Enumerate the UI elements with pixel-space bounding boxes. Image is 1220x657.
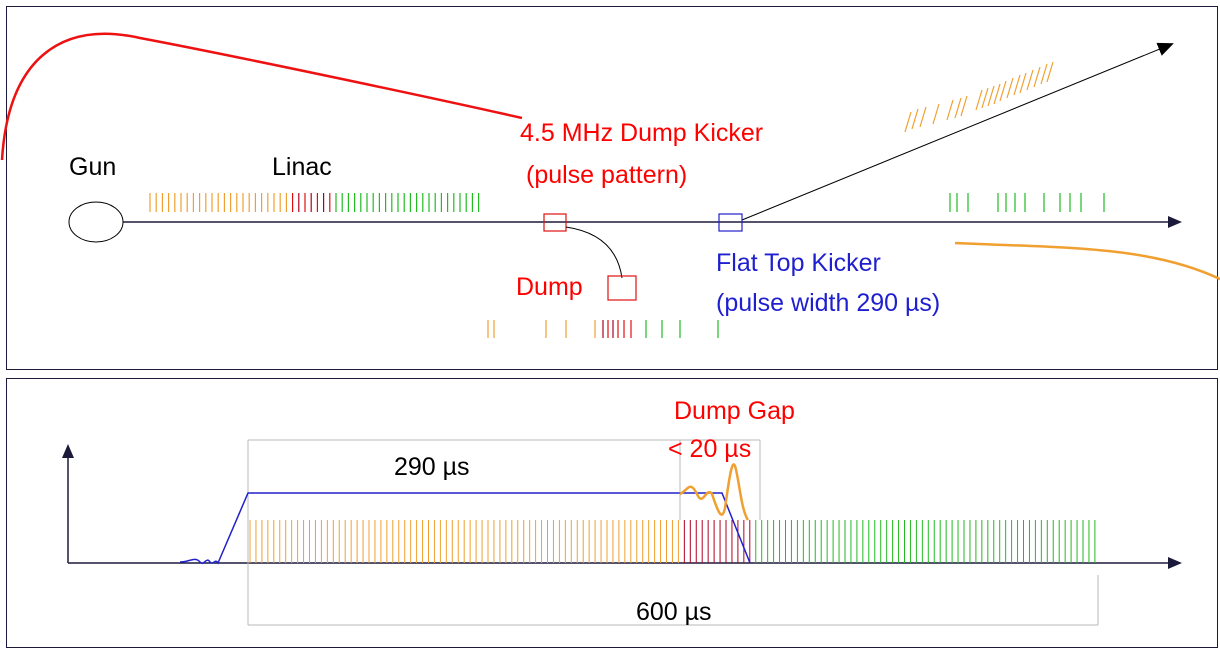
bunch-tick — [1013, 74, 1021, 96]
red-callout-curve — [0, 32, 523, 161]
bunch-tick — [954, 97, 962, 119]
dump-kicker-sublabel: (pulse pattern) — [526, 161, 688, 189]
beamline-panel — [6, 6, 1218, 370]
dump-label: Dump — [516, 273, 583, 301]
total-width-value: 600 µs — [636, 598, 712, 626]
bunch-tick — [987, 85, 995, 107]
bunch-tick — [911, 108, 919, 130]
bunch-tick — [975, 89, 983, 111]
dump-kicker-label: 4.5 MHz Dump Kicker — [520, 119, 764, 147]
bunch-tick — [993, 83, 1001, 105]
bunch-tick — [932, 103, 940, 125]
dumped-bunch-train — [487, 320, 719, 338]
pulse-width-bracket — [247, 439, 761, 625]
bunch-tick — [1033, 66, 1041, 88]
bunch-tick — [999, 80, 1007, 102]
bunch-tick — [960, 95, 968, 117]
bunch-tick — [981, 87, 989, 109]
gun-label: Gun — [69, 153, 117, 181]
extracted-bunch-train — [904, 61, 1054, 133]
dump-gap-value: < 20 µs — [668, 435, 752, 463]
extraction-line — [741, 42, 1174, 221]
bunch-tick — [1006, 77, 1014, 99]
kicker-pulse-trace — [179, 492, 751, 565]
flat-top-kicker-box — [718, 213, 743, 232]
flat-top-kicker-sublabel: (pulse width 290 µs) — [716, 289, 941, 317]
dump-kicker-ringing — [679, 463, 750, 521]
linac-bunch-train — [149, 193, 480, 212]
transmitted-bunch-train — [949, 193, 1105, 212]
pulse-width-value: 290 µs — [394, 453, 470, 481]
timing-panel — [6, 378, 1218, 648]
dump-kicker-box — [543, 213, 567, 232]
orange-callout-curve — [954, 241, 1220, 281]
bunch-tick — [904, 111, 912, 133]
bunch-tick — [919, 106, 927, 128]
dump-connector-line — [565, 226, 623, 279]
bunch-tick — [1019, 72, 1027, 94]
dump-box — [607, 275, 637, 301]
dump-gap-label: Dump Gap — [674, 397, 795, 425]
flat-top-kicker-label: Flat Top Kicker — [716, 249, 881, 277]
total-width-bracket — [248, 575, 1099, 626]
bunch-tick — [1046, 61, 1054, 83]
bunch-tick — [946, 99, 954, 121]
linac-label: Linac — [272, 153, 332, 181]
gun-cavity-shape — [68, 201, 124, 243]
bunch-tick — [1040, 63, 1048, 85]
timeline-bunch-train — [249, 520, 1096, 563]
bunch-tick — [1026, 69, 1034, 91]
